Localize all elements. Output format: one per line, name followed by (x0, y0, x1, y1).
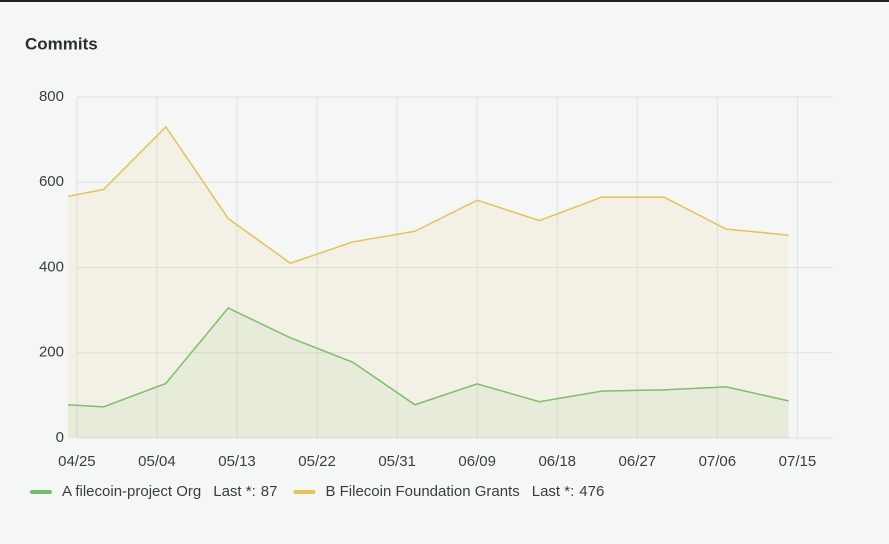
y-tick-label: 0 (56, 429, 64, 446)
y-tick-label: 400 (39, 258, 64, 275)
legend-label: B Filecoin Foundation Grants (325, 483, 519, 500)
series-area (68, 307, 789, 438)
x-tick-label: 06/09 (458, 453, 496, 470)
y-tick-label: 200 (39, 344, 64, 361)
series-line (67, 307, 789, 408)
series-area (68, 126, 789, 439)
x-tick-label: 07/06 (699, 453, 737, 470)
series-line (67, 125, 789, 265)
x-tick-label: 05/22 (298, 453, 336, 470)
legend-stat-value: 87 (261, 483, 278, 500)
x-tick-label: 05/31 (378, 453, 416, 470)
legend-stat-value: 476 (579, 483, 604, 500)
x-tick-label: 06/27 (619, 453, 657, 470)
x-tick-label: 07/15 (779, 453, 817, 470)
y-tick-label: 600 (39, 173, 64, 190)
chart-title: Commits (25, 34, 98, 53)
legend-stat-label: Last *: (213, 483, 256, 500)
x-tick-label: 06/18 (538, 453, 576, 470)
legend-label: A filecoin-project Org (62, 483, 201, 500)
y-tick-label: 800 (39, 88, 64, 105)
x-tick-label: 04/25 (58, 453, 96, 470)
legend-stat-label: Last *: (532, 483, 575, 500)
x-tick-label: 05/13 (218, 453, 256, 470)
x-tick-label: 05/04 (138, 453, 176, 470)
